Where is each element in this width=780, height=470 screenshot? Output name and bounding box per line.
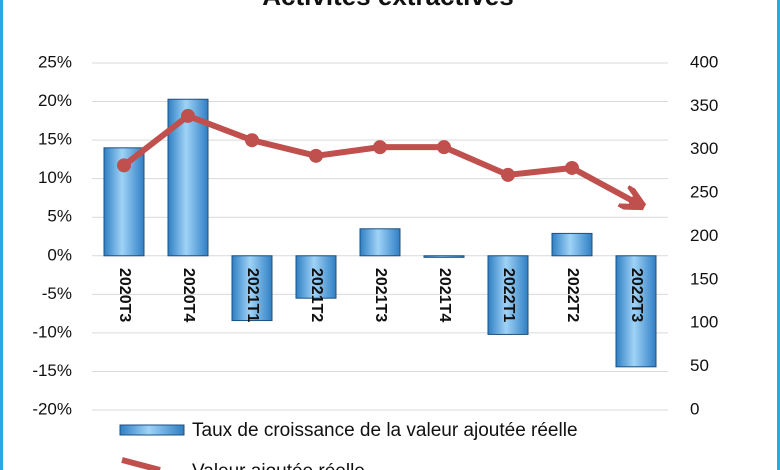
x-tick-label: 2022T2 <box>564 268 581 322</box>
y-tick-label: 25% <box>38 52 72 71</box>
y2-tick-label: 50 <box>690 356 709 375</box>
line-point <box>117 158 131 173</box>
legend-label: Taux de croissance de la valeur ajoutée … <box>192 420 578 441</box>
line-point <box>501 167 515 182</box>
y-tick-label: 15% <box>38 130 72 149</box>
y2-tick-label: 400 <box>690 52 718 71</box>
bar <box>295 255 337 299</box>
y-tick-label: -5% <box>42 284 72 303</box>
chart-title: Activités extractives <box>262 0 513 11</box>
y-tick-label: 0% <box>47 245 72 264</box>
line-point <box>309 148 323 163</box>
bar <box>231 255 273 322</box>
line-point <box>437 140 451 155</box>
x-tick-label: 2021T4 <box>436 268 453 322</box>
x-tick-label: 2020T3 <box>116 268 133 322</box>
x-tick-label: 2021T2 <box>308 268 325 322</box>
bar <box>423 255 465 258</box>
x-tick-label: 2022T3 <box>628 268 645 322</box>
line-point <box>245 133 259 148</box>
line-point <box>565 160 579 175</box>
line-point <box>181 108 195 123</box>
y-tick-label: -10% <box>32 322 72 341</box>
line-point <box>373 140 387 155</box>
x-tick-label: 2020T4 <box>180 268 197 322</box>
x-tick-label: 2021T3 <box>372 268 389 322</box>
x-tick-label: 2022T1 <box>500 268 517 322</box>
y-tick-label: -15% <box>32 361 72 380</box>
y2-tick-label: 200 <box>690 226 718 245</box>
y-tick-label: 10% <box>38 168 72 187</box>
y-tick-label: -20% <box>32 399 72 418</box>
y2-tick-label: 100 <box>690 313 718 332</box>
y-tick-label: 20% <box>38 91 72 110</box>
x-tick-label: 2021T1 <box>244 268 261 322</box>
y2-tick-label: 300 <box>690 139 718 158</box>
y2-tick-label: 350 <box>690 96 718 115</box>
bar <box>615 255 657 368</box>
y-tick-label: 5% <box>47 207 72 226</box>
bar <box>551 232 593 257</box>
bar <box>487 255 529 335</box>
legend-label: Valeur ajoutée réelle <box>192 461 365 470</box>
line-point <box>629 195 643 210</box>
bar <box>359 228 401 257</box>
y2-tick-label: 250 <box>690 183 718 202</box>
legend-swatch <box>121 457 161 470</box>
y2-tick-label: 0 <box>690 399 699 418</box>
y2-tick-label: 150 <box>690 269 718 288</box>
legend-swatch <box>119 424 185 436</box>
